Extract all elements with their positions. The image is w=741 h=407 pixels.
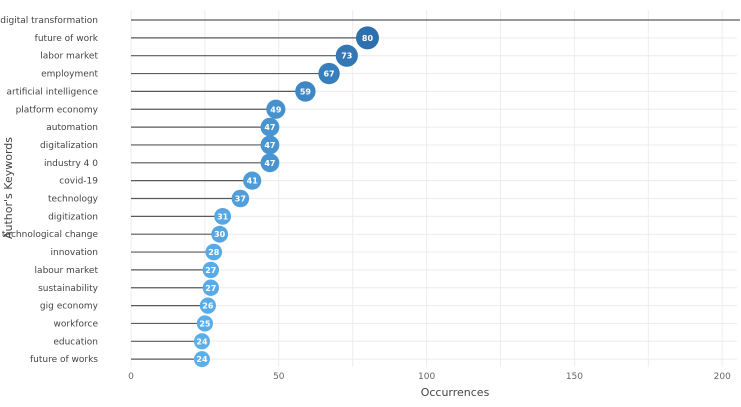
marker-point	[202, 279, 220, 296]
marker-point	[211, 225, 229, 243]
category-label: gig economy	[40, 302, 99, 312]
marker-point	[196, 315, 214, 332]
category-label: future of work	[35, 34, 99, 44]
grid-lines	[130, 10, 737, 367]
value-label: 47	[264, 159, 275, 168]
x-tick-label: 0	[128, 372, 134, 382]
category-label: digital transformation	[0, 16, 98, 26]
marker-point	[318, 62, 340, 85]
value-label: 49	[270, 105, 282, 114]
value-label: 47	[264, 123, 275, 132]
x-tick-label: 200	[714, 372, 731, 382]
x-tick-label: 150	[566, 372, 583, 382]
value-label: 26	[202, 302, 214, 311]
category-label: labor market	[40, 52, 98, 62]
value-label: 24	[196, 355, 208, 364]
marker-point	[355, 26, 379, 50]
category-label: automation	[46, 123, 98, 133]
marker-point	[295, 81, 316, 102]
category-label: digitization	[48, 212, 98, 222]
category-label: innovation	[51, 248, 99, 258]
value-label: 67	[323, 70, 334, 79]
category-label: education	[53, 337, 98, 347]
value-label: 24	[196, 337, 208, 346]
marker-point	[231, 189, 250, 208]
marker-point	[260, 153, 280, 173]
category-label: covid-19	[59, 177, 98, 187]
marker-point	[205, 243, 223, 261]
category-label: technology	[48, 195, 99, 205]
category-label: digitalization	[40, 141, 98, 151]
stems	[131, 19, 740, 360]
marker-point	[266, 99, 286, 119]
marker-point	[193, 351, 210, 368]
value-label: 25	[199, 319, 211, 328]
x-tick-label: 50	[273, 372, 285, 382]
value-label: 37	[235, 195, 246, 204]
marker-point	[199, 297, 216, 314]
category-label: artificial intelligence	[7, 87, 99, 97]
marker-point	[260, 135, 280, 155]
value-label: 28	[208, 248, 220, 257]
marker-point	[335, 44, 358, 67]
value-label: 27	[205, 284, 216, 293]
value-label: 73	[341, 52, 352, 61]
category-label: sustainability	[38, 284, 99, 294]
category-label: employment	[41, 70, 98, 80]
category-label: platform economy	[16, 105, 99, 115]
category-label: industry 4 0	[44, 159, 98, 169]
category-label: workforce	[54, 319, 99, 329]
category-labels: digital transformation future of work labo…	[0, 16, 98, 365]
value-label: 47	[264, 141, 275, 150]
category-label: future of works	[30, 355, 98, 365]
marker-point	[202, 261, 220, 279]
value-label: 80	[362, 34, 374, 43]
marker-point	[193, 333, 210, 350]
value-label: 27	[205, 266, 216, 275]
value-label: 30	[214, 230, 226, 239]
x-axis-ticks: 0 50 100 150 200	[128, 372, 731, 382]
marker-point	[243, 171, 262, 190]
category-label: labour market	[35, 266, 99, 276]
category-label: technological change	[2, 230, 99, 240]
y-axis-title: Author's Keywords	[2, 137, 15, 239]
marker-point	[214, 207, 232, 225]
x-axis-title: Occurrences	[421, 386, 490, 399]
value-label: 59	[300, 87, 312, 96]
value-label: 41	[247, 177, 259, 186]
marker-point	[260, 117, 280, 137]
x-tick-label: 100	[418, 372, 435, 382]
value-label: 31	[217, 212, 229, 221]
